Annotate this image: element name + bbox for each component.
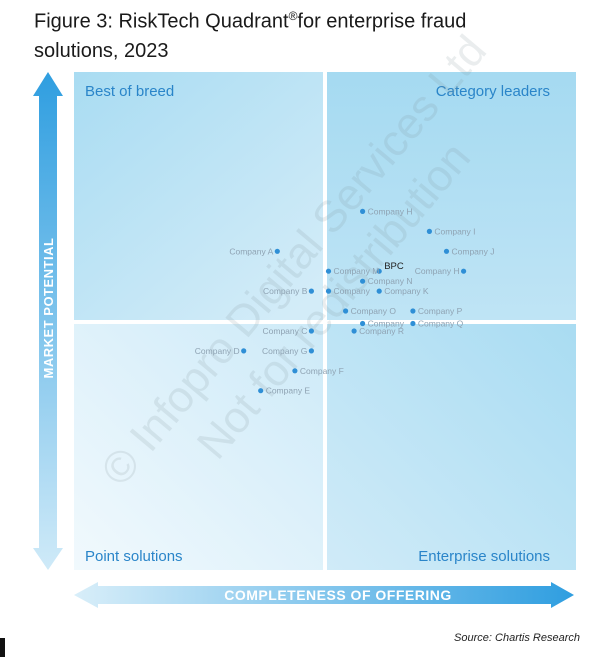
data-point-label: Company H [415, 266, 460, 276]
quadrant-title-enterprise-solutions: Enterprise solutions [418, 548, 550, 565]
data-point-label: Company A [229, 246, 273, 256]
data-points: Company H Company I Company A Company J BPC C… [195, 206, 495, 395]
data-point [360, 278, 366, 284]
data-point-label: Company B [263, 286, 308, 296]
data-point-label: Company E [266, 386, 311, 396]
quadrant-bottom-left [74, 324, 323, 570]
data-point [274, 248, 280, 254]
data-point [292, 368, 298, 374]
data-point-label: Company [368, 319, 405, 329]
data-point [410, 308, 416, 314]
data-point [426, 228, 432, 234]
quadrant-title-category-leaders: Category leaders [436, 83, 550, 100]
source-note: Source: Chartis Research [454, 632, 580, 644]
data-point-label: Company K [384, 286, 429, 296]
data-point [241, 348, 247, 354]
quadrant-top-right [327, 72, 576, 320]
data-point [308, 288, 314, 294]
corner-mark [0, 638, 5, 657]
data-point-label: Company Q [418, 319, 464, 329]
data-point [360, 320, 366, 327]
data-point-label: Company G [262, 346, 307, 356]
data-point-label: Company D [195, 346, 240, 356]
chart-title: Figure 3: RiskTech Quadrant®for enterpri… [34, 9, 467, 62]
y-axis-label: MARKET POTENTIAL [41, 238, 56, 379]
data-point-label: Company O [351, 306, 397, 316]
data-point-label-highlight: BPC [384, 261, 404, 272]
x-axis-label: COMPLETENESS OF OFFERING [224, 587, 451, 603]
data-point [258, 388, 264, 394]
quadrant-bottom-right [327, 324, 576, 570]
data-point [410, 320, 416, 327]
data-point [360, 208, 366, 214]
data-point-label: Company J [452, 246, 495, 256]
data-point [308, 328, 314, 334]
data-point [376, 268, 382, 274]
y-axis-arrow [33, 72, 63, 570]
data-point-label: Company H [368, 206, 413, 216]
data-point [443, 248, 450, 254]
quadrant-top-left [74, 72, 323, 320]
data-point [325, 268, 332, 274]
quadrant-title-point-solutions: Point solutions [85, 548, 183, 565]
data-point-label: Company P [418, 306, 463, 316]
data-point-label: Company I [434, 226, 475, 236]
quadrant-title-best-of-breed: Best of breed [85, 83, 174, 100]
data-point [351, 328, 357, 334]
data-point-label: Company C [263, 326, 308, 336]
data-point-label: Company F [300, 366, 344, 376]
data-point-label: Company M [334, 266, 380, 276]
data-point [325, 288, 332, 294]
data-point-label: Company R [359, 326, 404, 336]
data-point-label: Company [334, 286, 371, 296]
data-point [376, 288, 382, 294]
data-point [343, 308, 349, 314]
x-axis-arrow [74, 582, 574, 608]
data-point [461, 268, 467, 274]
data-point [308, 348, 314, 354]
data-point-label: Company N [368, 276, 413, 286]
